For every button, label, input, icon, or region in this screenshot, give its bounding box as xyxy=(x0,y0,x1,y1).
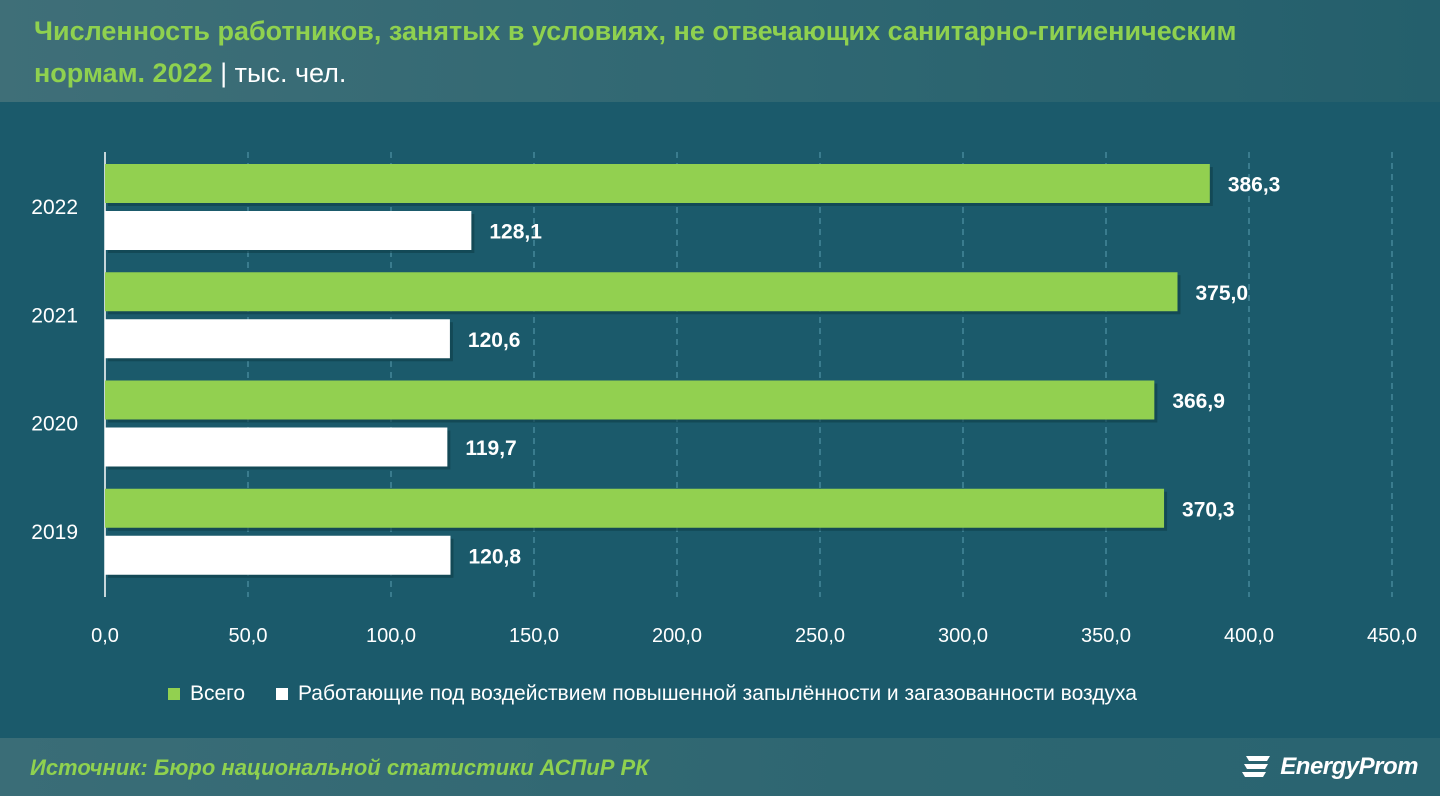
title-separator: | xyxy=(220,58,228,88)
data-label: 120,6 xyxy=(468,329,521,352)
data-label: 128,1 xyxy=(489,221,542,244)
legend-swatch-total xyxy=(168,688,180,700)
brand-name: EnergyProm xyxy=(1280,753,1418,780)
legend-label-dust: Работающие под воздействием повышенной з… xyxy=(298,682,1137,705)
data-label: 375,0 xyxy=(1196,282,1249,305)
legend-label-total: Всего xyxy=(190,682,246,705)
category-label: 2022 xyxy=(31,196,78,219)
energyprom-logo-icon xyxy=(1242,756,1271,777)
bar-dust xyxy=(105,427,448,467)
chart-title-year: нормам. 2022 xyxy=(34,58,213,88)
bar-chart: 0,0 50,0 100,0 150,0 200,0 250,0 300,0 350,0 400… xyxy=(31,152,1417,647)
category-label: 2021 xyxy=(31,304,78,327)
bar-total xyxy=(105,488,1165,528)
x-tick-label: 100,0 xyxy=(366,625,416,647)
x-tick-label: 50,0 xyxy=(229,625,268,647)
chart-footer: Источник: Бюро национальной статистики А… xyxy=(0,738,1440,796)
category-label: 2019 xyxy=(31,521,78,544)
bar-total xyxy=(105,272,1178,312)
x-tick-label: 150,0 xyxy=(509,625,559,647)
data-label: 370,3 xyxy=(1182,498,1235,521)
data-label: 119,7 xyxy=(465,437,516,460)
x-tick-label: 300,0 xyxy=(938,625,988,647)
x-tick-label: 400,0 xyxy=(1224,625,1274,647)
chart-title-line1: Численность работников, занятых в услови… xyxy=(34,16,1237,46)
bar-dust xyxy=(105,319,450,359)
bar-total xyxy=(105,164,1210,203)
category-label: 2020 xyxy=(31,413,78,436)
bar-dust xyxy=(105,535,451,575)
data-label: 366,9 xyxy=(1172,390,1225,413)
legend-item-total: Всего xyxy=(168,682,245,706)
bar-dust xyxy=(105,211,472,250)
x-tick-label: 200,0 xyxy=(652,625,702,647)
bar-total xyxy=(105,380,1155,420)
x-tick-label: 350,0 xyxy=(1081,625,1131,647)
legend-item-dust: Работающие под воздействием повышенной з… xyxy=(276,682,1137,706)
x-tick-label: 450,0 xyxy=(1367,625,1417,647)
source-note: Источник: Бюро национальной статистики А… xyxy=(30,755,649,780)
chart-unit: тыс. чел. xyxy=(234,58,347,88)
brand: EnergyProm xyxy=(1240,750,1418,784)
legend-swatch-dust xyxy=(276,688,288,700)
x-tick-label: 250,0 xyxy=(795,625,845,647)
chart-header: Численность работников, занятых в услови… xyxy=(0,0,1440,102)
chart-legend: Всего Работающие под воздействием повыше… xyxy=(0,682,1440,712)
data-label: 120,8 xyxy=(468,545,521,568)
chart-title-line2: нормам. 2022 | тыс. чел. xyxy=(34,58,346,89)
data-label: 386,3 xyxy=(1228,174,1281,197)
x-tick-label: 0,0 xyxy=(91,625,119,647)
